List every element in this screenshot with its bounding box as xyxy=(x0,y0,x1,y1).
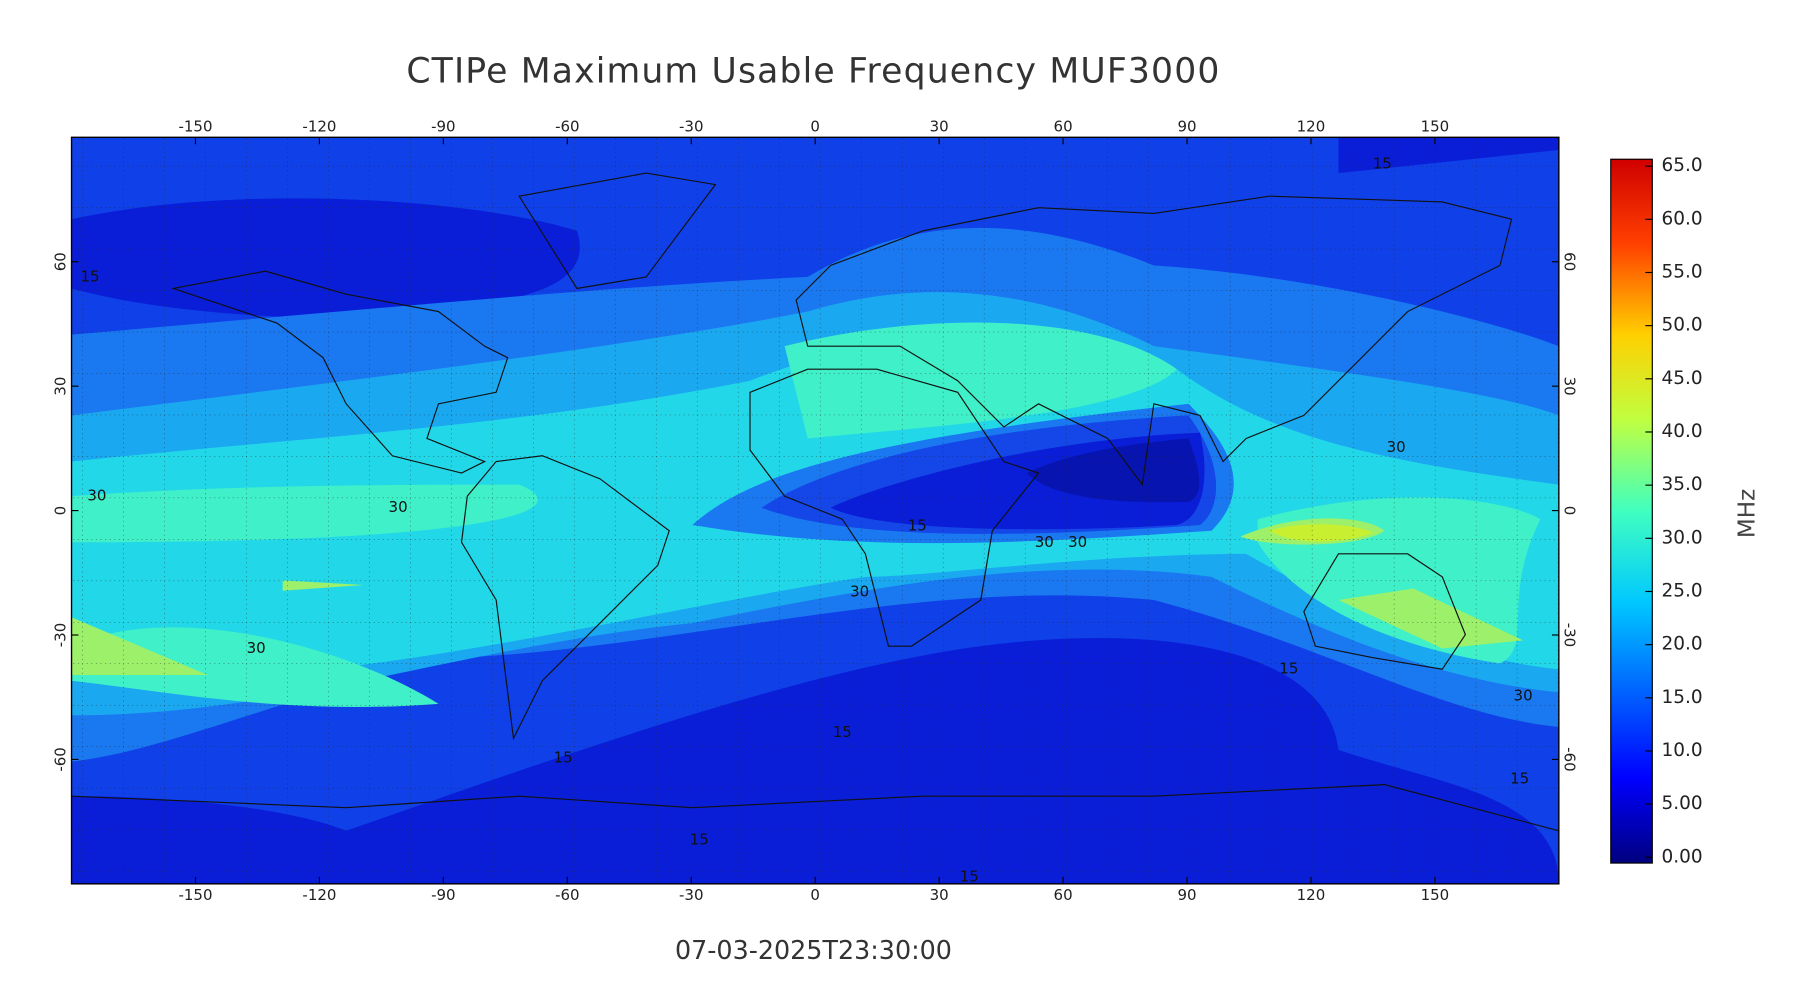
y-tick-label: -60 xyxy=(1561,747,1579,771)
colorbar-tick-label: 60.0 xyxy=(1662,208,1703,229)
contour-label: 30 xyxy=(1387,438,1406,456)
contour-label: 15 xyxy=(833,723,852,741)
x-tick-label: 150 xyxy=(1421,117,1450,135)
contour-label: 30 xyxy=(1035,533,1054,551)
colorbar-tick-label: 20.0 xyxy=(1662,634,1703,655)
x-tick-label: 90 xyxy=(1177,886,1196,904)
x-tick-label: -90 xyxy=(431,117,455,135)
y-tick-label: 0 xyxy=(52,506,70,516)
x-tick-label: 30 xyxy=(930,886,949,904)
x-tick-label: 0 xyxy=(810,117,820,135)
colorbar-tick-label: 25.0 xyxy=(1662,580,1703,601)
x-tick-label: 30 xyxy=(930,117,949,135)
contour-label: 15 xyxy=(554,749,573,767)
colorbar xyxy=(1610,158,1653,864)
contour-label: 15 xyxy=(1279,660,1298,678)
colorbar-tick-label: 30.0 xyxy=(1662,527,1703,548)
timestamp: 07-03-2025T23:30:00 xyxy=(675,935,952,965)
y-tick-label: 60 xyxy=(1561,252,1579,271)
x-tick-label: 120 xyxy=(1297,886,1326,904)
contour-label: 15 xyxy=(1373,154,1392,172)
colorbar-tick-label: 15.0 xyxy=(1662,687,1703,708)
contour-label: 30 xyxy=(87,487,106,505)
x-tick-label: 90 xyxy=(1177,117,1196,135)
contour-label: 15 xyxy=(1510,769,1529,787)
x-tick-label: 150 xyxy=(1421,886,1450,904)
colorbar-tick-label: 50.0 xyxy=(1662,315,1703,336)
x-tick-label: 60 xyxy=(1054,886,1073,904)
contour-label: 30 xyxy=(247,639,266,657)
y-tick-label: -30 xyxy=(52,623,70,647)
x-tick-label: 60 xyxy=(1054,117,1073,135)
x-tick-label: -150 xyxy=(178,117,212,135)
x-tick-label: -120 xyxy=(302,117,336,135)
y-tick-label: 60 xyxy=(52,252,70,271)
map-title: CTIPe Maximum Usable Frequency MUF3000 xyxy=(406,52,1220,92)
x-tick-label: -60 xyxy=(555,117,579,135)
contour-label: 30 xyxy=(389,498,408,516)
contour-label: 30 xyxy=(1514,686,1533,704)
colorbar-tick-label: 0.00 xyxy=(1662,846,1703,867)
contour-label: 30 xyxy=(850,582,869,600)
colorbar-tick-label: 5.00 xyxy=(1662,793,1703,814)
colorbar-label: MHz xyxy=(1735,489,1761,538)
y-tick-label: 30 xyxy=(1561,377,1579,396)
contour-label: 15 xyxy=(80,267,99,285)
colorbar-tick-label: 40.0 xyxy=(1662,421,1703,442)
y-tick-label: -30 xyxy=(1561,623,1579,647)
contour-label: 15 xyxy=(960,867,979,885)
x-tick-label: 0 xyxy=(810,886,820,904)
y-tick-label: -60 xyxy=(52,747,70,771)
colorbar-tick-label: 55.0 xyxy=(1662,261,1703,282)
y-tick-label: 0 xyxy=(1561,506,1579,516)
x-tick-label: -150 xyxy=(178,886,212,904)
x-tick-label: -90 xyxy=(431,886,455,904)
contour-label: 15 xyxy=(908,517,927,535)
x-tick-label: -120 xyxy=(302,886,336,904)
colorbar-tick-label: 10.0 xyxy=(1662,740,1703,761)
x-tick-label: -30 xyxy=(679,886,703,904)
y-tick-label: 30 xyxy=(52,377,70,396)
x-tick-label: 120 xyxy=(1297,117,1326,135)
colorbar-tick-label: 35.0 xyxy=(1662,474,1703,495)
colorbar-tick-label: 45.0 xyxy=(1662,368,1703,389)
colorbar-tick-label: 65.0 xyxy=(1662,155,1703,176)
contour-label: 15 xyxy=(690,830,709,848)
x-tick-label: -30 xyxy=(679,117,703,135)
contour-label: 30 xyxy=(1068,533,1087,551)
x-tick-label: -60 xyxy=(555,886,579,904)
muf-field xyxy=(71,137,1559,884)
